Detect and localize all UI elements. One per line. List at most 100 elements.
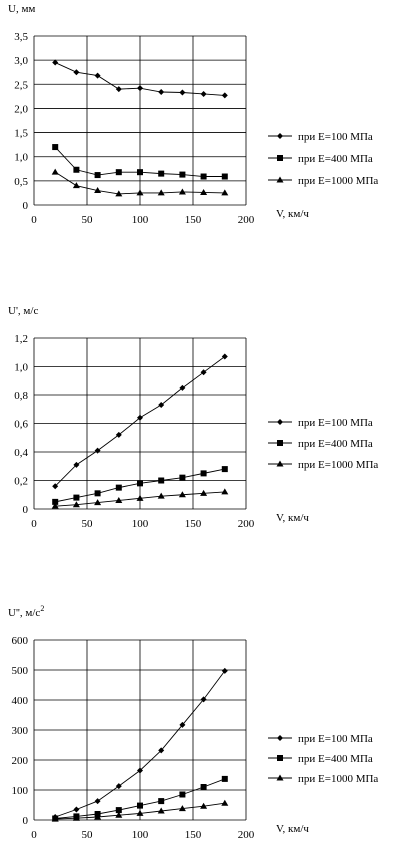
- x-tick-label: 200: [238, 829, 255, 841]
- data-point: [157, 492, 165, 499]
- data-point: [200, 470, 207, 477]
- data-point: [221, 488, 229, 495]
- data-point: [115, 783, 122, 790]
- y-tick-label: 3,0: [14, 55, 28, 67]
- y-tick-label: 1,5: [14, 128, 28, 140]
- y-tick-label: 600: [12, 635, 29, 647]
- x-tick-label: 200: [238, 214, 255, 226]
- data-point: [178, 805, 186, 812]
- data-point: [179, 171, 186, 178]
- data-point: [115, 484, 122, 491]
- legend-entry: при Е=100 МПа: [268, 733, 373, 745]
- data-point: [158, 798, 165, 805]
- legend-label: при Е=400 МПа: [298, 153, 373, 165]
- data-point: [158, 747, 165, 754]
- legend-entry: при Е=1000 МПа: [268, 459, 378, 471]
- data-point: [115, 807, 122, 814]
- data-point: [136, 809, 144, 816]
- data-point: [221, 92, 228, 99]
- data-point: [200, 802, 208, 809]
- x-axis-label: V, км/ч: [276, 823, 309, 835]
- legend-marker: [277, 133, 283, 139]
- legend-label: при Е=100 МПа: [298, 131, 373, 143]
- y-tick-label: 0,8: [14, 390, 28, 402]
- y-tick-label: 300: [12, 725, 29, 737]
- y-tick-label: 1,0: [14, 152, 28, 164]
- data-point: [115, 169, 122, 176]
- series-triangle: [51, 168, 229, 197]
- data-point: [137, 480, 143, 487]
- y-axis-label: U'', м/с2: [8, 604, 44, 619]
- series-triangle: [51, 799, 229, 822]
- x-tick-label: 0: [31, 214, 37, 226]
- data-point: [157, 189, 165, 196]
- x-tick-label: 50: [82, 518, 94, 530]
- data-point: [137, 802, 143, 809]
- data-point: [200, 188, 208, 195]
- legend-marker: [276, 176, 284, 183]
- data-point: [178, 188, 186, 195]
- y-tick-label: 0,5: [14, 176, 28, 188]
- legend-label: при Е=100 МПа: [298, 417, 373, 429]
- data-point: [179, 474, 186, 481]
- data-point: [73, 461, 80, 468]
- series-diamond: [52, 353, 228, 490]
- x-tick-label: 100: [132, 829, 149, 841]
- data-point: [137, 767, 143, 774]
- data-point: [136, 189, 144, 196]
- legend-entry: при Е=100 МПа: [268, 131, 373, 143]
- y-axis-label-superscript: 2: [40, 604, 44, 613]
- data-point: [158, 170, 165, 177]
- legend-marker: [277, 735, 283, 741]
- series-diamond: [52, 59, 228, 99]
- legend-marker: [276, 774, 284, 781]
- y-tick-label: 3,5: [14, 31, 28, 43]
- legend-entry: при Е=400 МПа: [268, 438, 373, 450]
- x-tick-label: 0: [31, 518, 37, 530]
- legend-marker: [277, 419, 283, 425]
- data-point: [200, 173, 207, 180]
- data-point: [94, 798, 101, 805]
- data-point: [179, 721, 186, 728]
- data-point: [73, 69, 80, 76]
- legend-entry: при Е=1000 МПа: [268, 773, 378, 785]
- legend-label: при Е=400 МПа: [298, 753, 373, 765]
- legend-entry: при Е=100 МПа: [268, 417, 373, 429]
- x-tick-label: 150: [185, 518, 202, 530]
- y-tick-label: 100: [12, 785, 29, 797]
- data-point: [52, 498, 59, 505]
- x-tick-label: 150: [185, 214, 202, 226]
- x-tick-label: 150: [185, 829, 202, 841]
- legend-label: при Е=100 МПа: [298, 733, 373, 745]
- data-point: [158, 401, 165, 408]
- series-square: [52, 144, 228, 180]
- data-point: [73, 806, 80, 813]
- data-point: [52, 483, 59, 490]
- y-tick-label: 0,4: [14, 447, 28, 459]
- series-square: [52, 466, 228, 505]
- data-point: [158, 89, 165, 96]
- data-point: [72, 501, 80, 508]
- data-point: [94, 72, 101, 79]
- data-point: [137, 85, 143, 92]
- y-tick-label: 0,6: [14, 419, 28, 431]
- y-tick-label: 0: [23, 504, 29, 516]
- y-tick-label: 0,2: [14, 476, 28, 488]
- data-point: [179, 384, 186, 391]
- legend-label: при Е=400 МПа: [298, 438, 373, 450]
- data-point: [221, 799, 229, 806]
- x-tick-label: 50: [82, 214, 94, 226]
- series-triangle: [51, 488, 229, 509]
- legend-label: при Е=1000 МПа: [298, 175, 378, 187]
- data-point: [136, 494, 144, 501]
- y-tick-label: 1,2: [14, 333, 28, 345]
- data-point: [221, 173, 228, 180]
- x-tick-label: 100: [132, 214, 149, 226]
- x-tick-label: 50: [82, 829, 94, 841]
- data-point: [179, 89, 186, 96]
- data-point: [94, 187, 102, 194]
- data-point: [94, 813, 102, 820]
- data-point: [72, 182, 80, 189]
- data-point: [51, 815, 59, 822]
